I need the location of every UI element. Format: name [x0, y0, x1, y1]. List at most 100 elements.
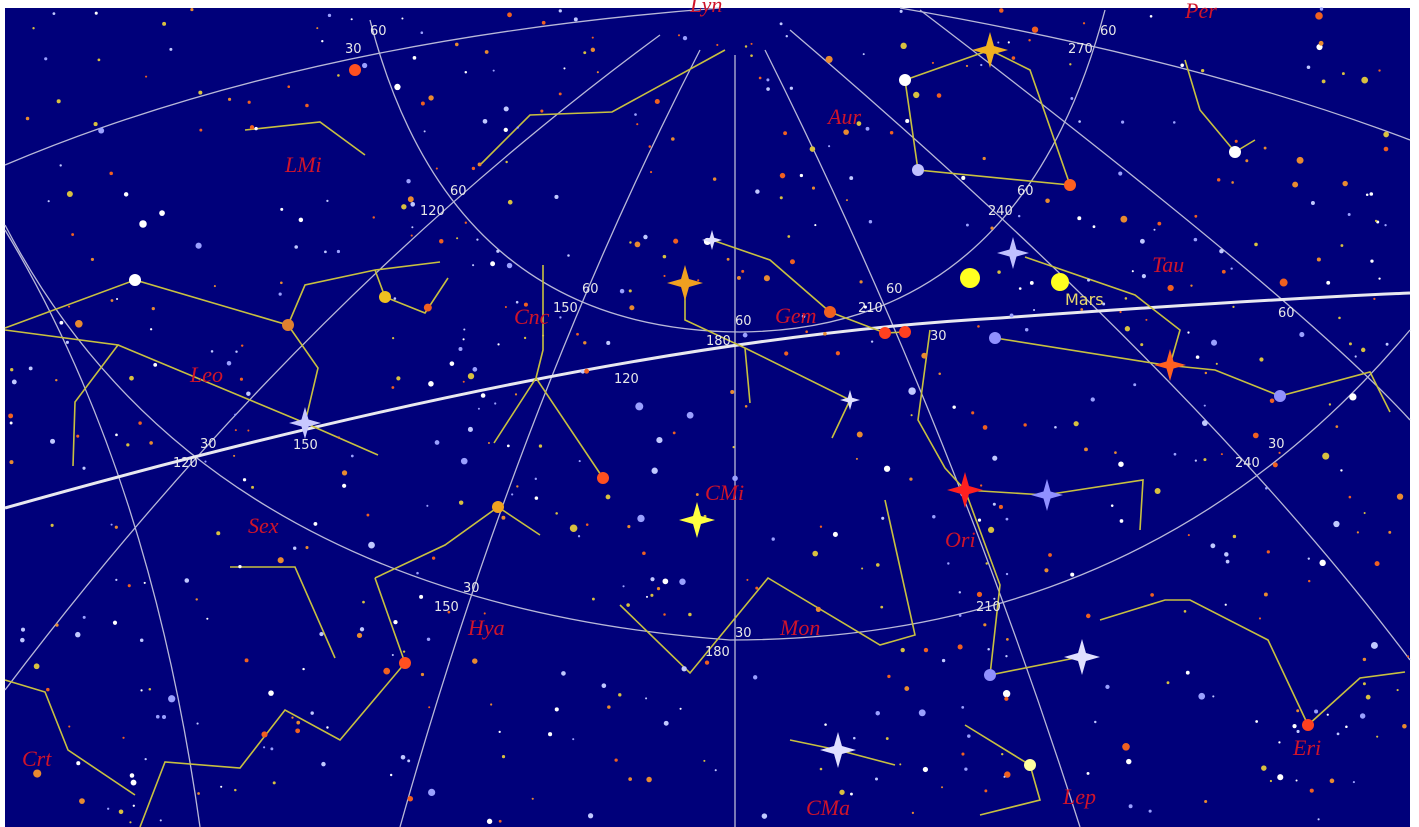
star: [989, 332, 1001, 344]
star: [33, 769, 42, 778]
star: [1302, 719, 1314, 731]
star: [824, 723, 827, 726]
star: [1225, 559, 1230, 564]
star: [881, 516, 885, 520]
constellation-label: Gem: [775, 303, 817, 328]
star: [458, 346, 463, 351]
star: [985, 562, 988, 565]
star: [1319, 7, 1324, 11]
star: [961, 175, 966, 180]
grid-label: 60: [735, 314, 752, 329]
star: [298, 217, 304, 223]
star: [779, 22, 783, 26]
star: [401, 204, 407, 210]
star: [982, 156, 986, 161]
star: [411, 226, 414, 229]
star: [1329, 778, 1335, 784]
star: [1194, 459, 1197, 462]
star: [987, 526, 995, 534]
star: [456, 237, 459, 240]
star: [419, 594, 424, 599]
star: [1166, 681, 1170, 685]
star: [1407, 655, 1410, 658]
star: [110, 299, 114, 302]
star: [1263, 592, 1268, 597]
star: [406, 179, 411, 184]
star: [362, 600, 365, 604]
constellation-line: [1099, 599, 1406, 727]
star: [577, 535, 581, 538]
star: [1322, 452, 1330, 460]
star: [1296, 709, 1300, 713]
star: [1080, 308, 1084, 311]
star: [503, 106, 509, 112]
star: [503, 127, 508, 133]
star: [350, 18, 353, 21]
grid-label: 60: [886, 282, 903, 297]
star: [1198, 692, 1206, 700]
star: [779, 172, 786, 179]
star: [1069, 63, 1072, 66]
star: [785, 35, 788, 38]
star: [206, 617, 209, 620]
star: [1114, 451, 1117, 454]
star: [324, 250, 327, 254]
star: [540, 109, 544, 113]
star: [514, 393, 518, 396]
star: [1360, 347, 1366, 353]
star: [651, 467, 658, 474]
star: [1272, 462, 1278, 468]
star: [462, 338, 465, 341]
star: [936, 93, 942, 98]
star: [558, 9, 562, 13]
star: [904, 686, 910, 691]
star: [75, 319, 83, 328]
star: [20, 627, 26, 632]
star: [316, 27, 319, 30]
star: [464, 71, 468, 74]
star: [1232, 534, 1237, 539]
star: [1187, 534, 1190, 537]
star: [401, 17, 404, 20]
star: [1231, 181, 1234, 184]
star: [993, 597, 996, 600]
star: [591, 597, 595, 601]
star: [569, 524, 578, 533]
star: [548, 732, 553, 737]
star: [923, 647, 929, 653]
star: [507, 12, 512, 18]
star: [1383, 131, 1389, 138]
star: [787, 235, 791, 238]
star: [1383, 146, 1389, 152]
star: [242, 478, 247, 482]
star: [342, 483, 347, 488]
star: [789, 86, 793, 90]
star: [1078, 120, 1081, 123]
star: [606, 340, 611, 345]
star: [1229, 146, 1241, 158]
star: [755, 189, 760, 194]
star: [56, 99, 61, 104]
bright-star: [820, 732, 856, 768]
star: [428, 95, 434, 101]
star: [327, 13, 332, 18]
star: [247, 100, 251, 104]
star: [656, 587, 661, 591]
constellation-line: [374, 506, 541, 579]
star: [1005, 637, 1009, 641]
star: [1054, 425, 1057, 429]
star: [1121, 120, 1125, 124]
star: [50, 438, 56, 444]
star: [490, 261, 496, 267]
star: [783, 131, 788, 136]
star: [399, 657, 411, 669]
star: [507, 199, 513, 205]
star: [843, 129, 849, 135]
star: [627, 525, 631, 529]
star: [116, 298, 119, 301]
star: [992, 455, 998, 461]
constellation-label: CMa: [806, 795, 850, 820]
star: [964, 767, 968, 771]
star: [965, 64, 969, 68]
star: [11, 379, 17, 385]
